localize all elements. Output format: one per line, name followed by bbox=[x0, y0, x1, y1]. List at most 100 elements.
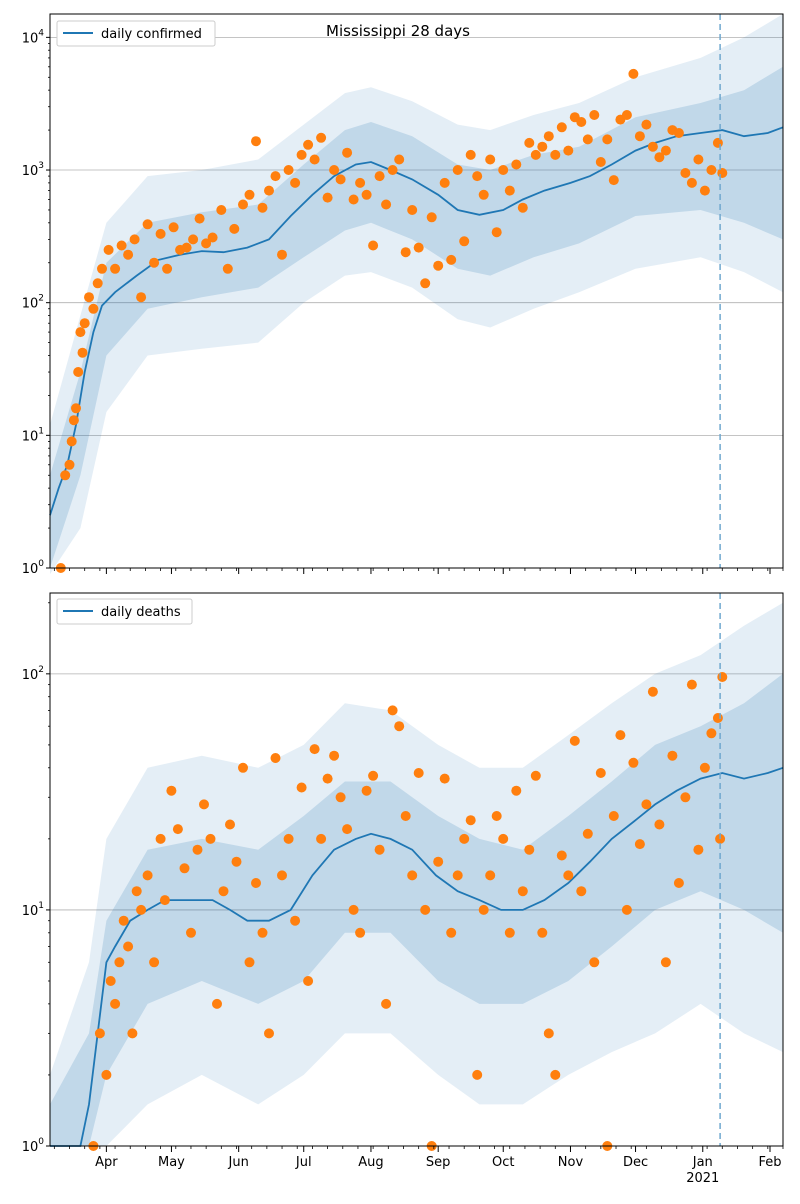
deaths-legend: daily deaths bbox=[56, 598, 193, 625]
deaths-observed-point bbox=[511, 785, 522, 796]
confirmed-observed-point bbox=[335, 174, 346, 185]
deaths-observed-point bbox=[621, 904, 632, 915]
confirmed-observed-point bbox=[162, 263, 173, 274]
x-tick-label-may: May bbox=[158, 1155, 185, 1170]
confirmed-observed-point bbox=[257, 202, 268, 213]
confirmed-observed-point bbox=[543, 131, 554, 142]
deaths-observed-point bbox=[361, 785, 372, 796]
deaths-observed-point bbox=[212, 998, 222, 1009]
confirmed-observed-point bbox=[84, 292, 94, 303]
confirmed-observed-point bbox=[717, 168, 728, 178]
confirmed-observed-point bbox=[660, 145, 671, 156]
confirmed-observed-point bbox=[712, 137, 723, 148]
x-year-label: 2021 bbox=[686, 1171, 719, 1186]
confirmed-observed-point bbox=[201, 238, 212, 249]
deaths-observed-point bbox=[641, 799, 652, 810]
deaths-axes-frame bbox=[49, 592, 784, 1147]
deaths-observed-point bbox=[530, 770, 541, 781]
confirmed-observed-point bbox=[465, 149, 476, 160]
confirmed-observed-point bbox=[116, 240, 127, 251]
deaths-observed-point bbox=[394, 721, 405, 732]
confirmed-observed-point bbox=[517, 202, 528, 213]
deaths-observed-point bbox=[576, 886, 587, 897]
confirmed-observed-point bbox=[155, 228, 166, 239]
confirmed-observed-point bbox=[394, 154, 405, 165]
deaths-observed-point bbox=[680, 792, 691, 803]
deaths-observed-point bbox=[105, 976, 116, 986]
deaths-observed-point bbox=[155, 833, 166, 844]
chart-title: Mississippi 28 days bbox=[326, 22, 470, 40]
deaths-observed-point bbox=[316, 833, 327, 844]
deaths-observed-point bbox=[159, 895, 170, 906]
confirmed-observed-point bbox=[459, 236, 470, 247]
confirmed-observed-point bbox=[316, 132, 327, 143]
deaths-observed-point bbox=[179, 863, 190, 874]
deaths-observed-point bbox=[296, 782, 307, 793]
confirmed-observed-point bbox=[129, 234, 140, 245]
confirmed-observed-point bbox=[680, 168, 691, 178]
confirmed-observed-point bbox=[251, 136, 261, 147]
deaths-observed-point bbox=[322, 773, 333, 784]
deaths-observed-point bbox=[517, 886, 528, 897]
x-tick-label-feb: Feb bbox=[758, 1155, 781, 1170]
deaths-observed-point bbox=[225, 819, 235, 830]
deaths-observed-point bbox=[283, 833, 294, 844]
confirmed-observed-point bbox=[608, 175, 619, 186]
confirmed-observed-point bbox=[634, 131, 645, 142]
deaths-observed-point bbox=[244, 957, 255, 968]
confirmed-observed-point bbox=[222, 263, 233, 274]
confirmed-observed-point bbox=[413, 242, 424, 253]
confirmed-observed-point bbox=[686, 177, 697, 188]
confirmed-observed-point bbox=[73, 367, 84, 377]
confirmed-observed-point bbox=[699, 185, 710, 196]
confirmed-y-tick-label: 102 bbox=[22, 294, 44, 312]
confirmed-observed-point bbox=[342, 147, 353, 158]
deaths-observed-point bbox=[465, 815, 476, 826]
confirmed-inner-band bbox=[50, 66, 783, 569]
deaths-observed-point bbox=[595, 768, 606, 778]
deaths-observed-point bbox=[478, 904, 489, 915]
confirmed-observed-point bbox=[524, 137, 535, 148]
deaths-observed-point bbox=[101, 1069, 112, 1080]
deaths-observed-point bbox=[673, 878, 684, 888]
deaths-observed-point bbox=[329, 750, 340, 761]
deaths-observed-point bbox=[238, 762, 248, 773]
confirmed-observed-point bbox=[563, 145, 574, 156]
confirmed-observed-point bbox=[296, 149, 307, 160]
deaths-observed-point bbox=[433, 856, 444, 867]
deaths-observed-point bbox=[485, 870, 496, 881]
x-tick-label-dec: Dec bbox=[623, 1155, 648, 1170]
confirmed-observed-point bbox=[602, 134, 613, 145]
confirmed-observed-point bbox=[290, 177, 301, 188]
confirmed-observed-point bbox=[238, 199, 248, 210]
confirmed-observed-point bbox=[472, 171, 483, 182]
confirmed-observed-point bbox=[400, 247, 411, 258]
confirmed-observed-point bbox=[229, 223, 240, 234]
confirmed-observed-point bbox=[207, 232, 218, 243]
confirmed-observed-point bbox=[452, 165, 463, 175]
confirmed-observed-point bbox=[194, 213, 205, 224]
deaths-observed-point bbox=[149, 957, 160, 968]
confirmed-outer-band bbox=[50, 14, 783, 575]
confirmed-observed-point bbox=[654, 152, 665, 163]
deaths-observed-point bbox=[699, 762, 710, 773]
confirmed-panel: 100 101 102 103 104 daily confirmed Mississi… bbox=[22, 13, 784, 577]
deaths-observed-point bbox=[355, 927, 366, 938]
deaths-observed-point bbox=[114, 957, 125, 968]
confirmed-observed-point bbox=[595, 157, 606, 167]
confirmed-observed-point bbox=[168, 222, 179, 233]
deaths-observed-point bbox=[335, 792, 346, 803]
deaths-observed-point bbox=[452, 870, 463, 881]
x-tick-label-sep: Sep bbox=[426, 1155, 451, 1170]
deaths-median-line bbox=[50, 766, 784, 1147]
deaths-inner-band bbox=[50, 673, 783, 1146]
confirmed-observed-point bbox=[142, 219, 153, 230]
confirmed-observed-point bbox=[647, 141, 658, 152]
deaths-observed-point bbox=[290, 915, 301, 926]
confirmed-observed-point bbox=[530, 149, 541, 160]
confirmed-observed-point bbox=[309, 154, 320, 165]
deaths-observed-point bbox=[439, 773, 450, 784]
deaths-observed-point bbox=[205, 833, 216, 844]
deaths-panel: 100 101 102 daily deaths bbox=[22, 592, 784, 1155]
